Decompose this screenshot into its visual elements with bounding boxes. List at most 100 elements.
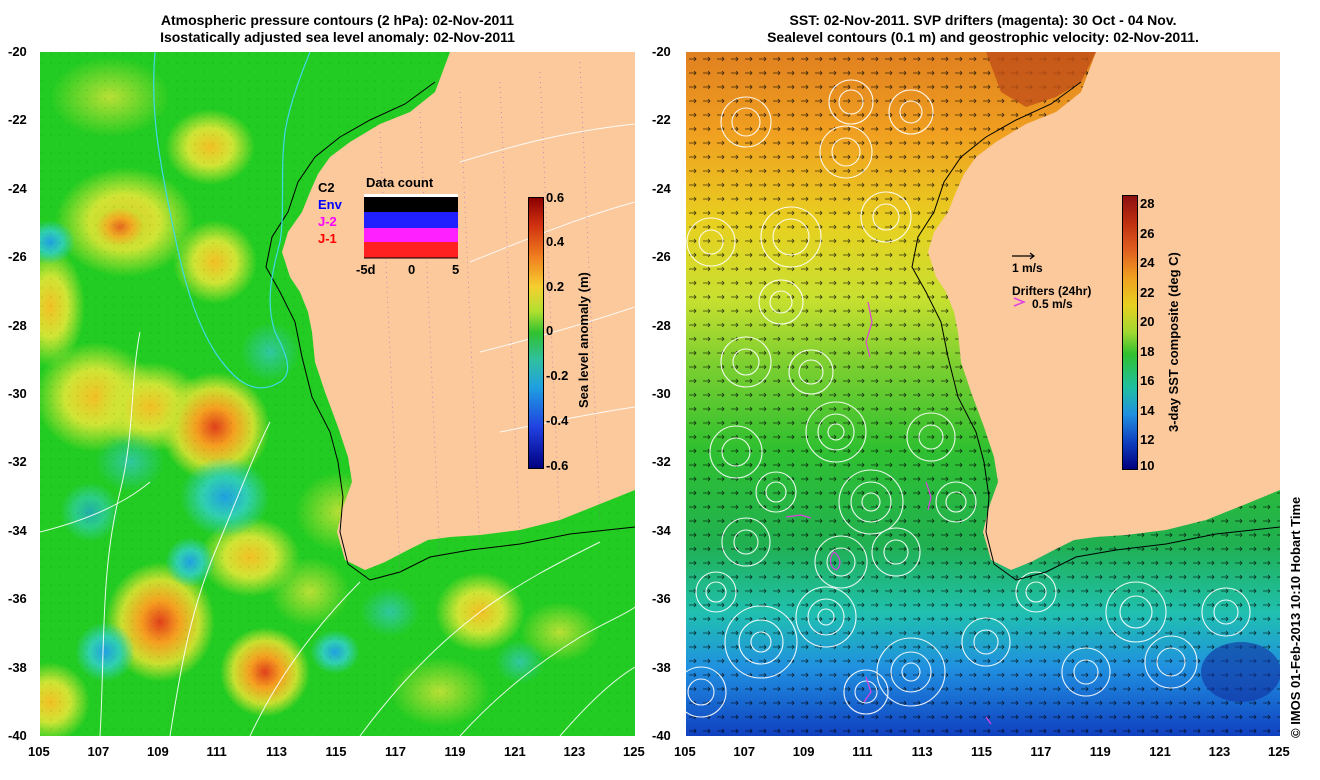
svp-drifter-tracks: [785, 301, 992, 725]
sst-cbar-label: 3-day SST composite (deg C): [1166, 252, 1181, 432]
lon-tick-r-10: 125: [1268, 744, 1290, 759]
lon-tick-r-7: 119: [1089, 744, 1111, 759]
sst-map-svg: [686, 52, 1280, 736]
lat-tick-l-6: -32: [8, 454, 27, 470]
sst-cbar-tick-9: 10: [1140, 458, 1155, 473]
lon-tick-r-9: 123: [1208, 744, 1231, 759]
lon-tick-l-6: 117: [385, 744, 406, 759]
lon-tick-l-1: 107: [87, 744, 110, 759]
data-count-inset: [364, 194, 458, 259]
lat-tick-l-1: -22: [8, 112, 27, 128]
sla-cyan-contour: [153, 52, 311, 389]
sla-land-dotted: [379, 61, 601, 573]
sla-map: [40, 52, 635, 736]
lat-tick-r-7: -34: [652, 522, 671, 538]
sla-cbar-label: Sea level anomaly (m): [576, 272, 591, 408]
lat-tick-r-4: -28: [652, 317, 671, 333]
sla-cbar-tick-6: -0.6: [546, 458, 569, 473]
lon-tick-l-8: 121: [504, 744, 526, 759]
lat-tick-l-0: -20: [8, 44, 27, 59]
pressure-contours: [40, 123, 635, 736]
inset-legend-j1: J-1: [318, 231, 337, 246]
right-title-line1: SST: 02-Nov-2011. SVP drifters (magenta)…: [789, 12, 1177, 28]
drifter-legend-arrow: [1013, 297, 1027, 307]
lon-tick-l-10: 125: [623, 744, 645, 759]
inset-legend-j2: J-2: [318, 214, 337, 229]
sla-cbar-tick-5: -0.4: [546, 413, 569, 428]
lat-tick-r-5: -30: [652, 386, 671, 401]
lon-tick-r-0: 105: [674, 744, 696, 759]
lat-tick-l-4: -28: [8, 317, 27, 333]
lon-tick-l-5: 115: [325, 744, 347, 759]
lat-tick-r-1: -22: [652, 112, 671, 128]
left-title-line2: Isostatically adjusted sea level anomaly…: [160, 29, 515, 45]
lat-tick-r-9: -38: [652, 659, 671, 675]
sst-cbar-tick-6: 16: [1140, 373, 1155, 388]
lat-tick-l-7: -34: [8, 522, 27, 538]
sst-cold-patch: [1201, 642, 1280, 702]
left-title: Atmospheric pressure contours (2 hPa): 0…: [40, 12, 635, 46]
sla-cbar-tick-0: 0.6: [546, 190, 565, 205]
sst-colorbar: [1122, 195, 1138, 470]
inset-legend-env: Env: [318, 197, 342, 212]
inset-xtick-0: -5d: [356, 262, 376, 277]
inset-xtick-1: 0: [408, 262, 416, 277]
velocity-legend-label: 1 m/s: [1012, 261, 1043, 275]
sla-shelf-line: [265, 81, 635, 581]
lon-tick-r-8: 121: [1149, 744, 1171, 759]
sla-colorbar: [528, 197, 544, 469]
lat-tick-r-6: -32: [652, 454, 671, 470]
sst-cbar-tick-7: 14: [1140, 403, 1155, 418]
sla-cbar-tick-2: 0.2: [546, 279, 565, 294]
right-title-line2: Sealevel contours (0.1 m) and geostrophi…: [767, 29, 1199, 45]
sst-cbar-tick-3: 22: [1140, 285, 1155, 300]
inset-legend-c2: C2: [318, 180, 335, 195]
sst-cbar-tick-1: 26: [1140, 226, 1155, 241]
lat-tick-r-2: -24: [652, 180, 671, 196]
lon-tick-l-2: 109: [147, 744, 169, 759]
sla-cbar-tick-3: 0: [546, 323, 554, 338]
drifters-legend-speed: 0.5 m/s: [1032, 297, 1073, 311]
lon-tick-r-3: 111: [852, 744, 873, 759]
lon-tick-r-1: 107: [733, 744, 756, 759]
lat-tick-r-8: -36: [652, 591, 671, 607]
lat-tick-r-3: -26: [652, 249, 671, 265]
sst-warm-coast: [986, 52, 1096, 107]
sla-cbar-tick-1: 0.4: [546, 234, 565, 249]
lat-tick-l-5: -30: [8, 386, 27, 401]
velocity-legend-arrow: [1012, 252, 1035, 260]
lon-tick-l-7: 119: [444, 744, 466, 759]
sla-map-svg: [40, 52, 635, 736]
drifters-legend-title: Drifters (24hr): [1012, 284, 1092, 298]
inset-title: Data count: [366, 175, 434, 190]
inset-xtick-2: 5: [452, 262, 460, 277]
lon-tick-r-2: 109: [792, 744, 815, 759]
sst-land: [928, 52, 1280, 570]
sst-cbar-tick-0: 28: [1140, 196, 1155, 211]
sst-cbar-tick-2: 24: [1140, 255, 1155, 270]
lon-tick-r-4: 113: [911, 744, 933, 759]
lat-tick-l-10: -40: [8, 728, 27, 743]
sst-cbar-tick-5: 18: [1140, 344, 1155, 359]
sla-land: [282, 52, 635, 570]
sst-shelf-line: [911, 81, 1280, 581]
imos-credit: © IMOS 01-Feb-2013 10:10 Hobart Time: [1288, 496, 1303, 738]
sealevel-contours: [686, 79, 1251, 718]
lon-tick-r-5: 115: [971, 744, 992, 759]
lon-tick-l-4: 113: [266, 744, 287, 759]
right-title: SST: 02-Nov-2011. SVP drifters (magenta)…: [686, 12, 1280, 46]
sst-map: [686, 52, 1280, 736]
lat-tick-l-2: -24: [8, 180, 27, 196]
lat-tick-l-8: -36: [8, 591, 27, 607]
lat-tick-l-9: -38: [8, 659, 27, 675]
sst-cbar-tick-8: 12: [1140, 432, 1155, 447]
lon-tick-l-3: 111: [206, 744, 227, 759]
sst-cbar-tick-4: 20: [1140, 314, 1155, 329]
lat-tick-l-3: -26: [8, 249, 27, 265]
lat-tick-r-0: -20: [652, 44, 671, 59]
left-title-line1: Atmospheric pressure contours (2 hPa): 0…: [160, 12, 515, 28]
lon-tick-r-6: 117: [1030, 744, 1052, 759]
lat-tick-r-10: -40: [652, 728, 671, 743]
lon-tick-l-0: 105: [28, 744, 50, 759]
lon-tick-l-9: 123: [563, 744, 586, 759]
